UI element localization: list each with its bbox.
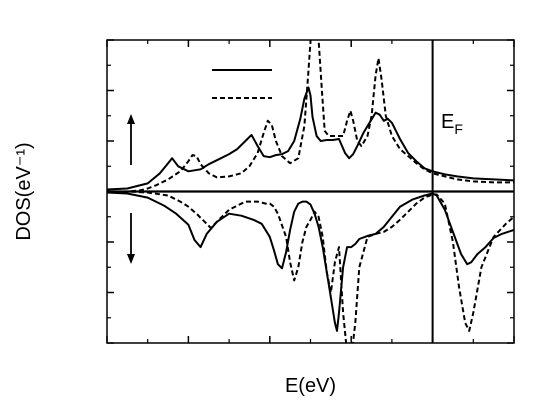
y-axis-title: DOS(eV⁻¹) <box>13 142 35 240</box>
legend <box>212 69 272 99</box>
fermi-label-main: E <box>441 111 454 133</box>
plot-area <box>106 39 515 344</box>
spin-down-arrow-head <box>127 254 135 264</box>
series-lsda-spin-up-line <box>107 40 514 193</box>
spin-up-arrow-head <box>127 114 135 124</box>
fermi-label-subscript: F <box>454 121 463 137</box>
series-dmft-spin-up-line <box>107 86 514 191</box>
fermi-label: EF <box>441 111 463 137</box>
annotations: EF <box>127 111 463 264</box>
series-dmft-spin-down-line <box>107 191 514 332</box>
series-layer <box>107 40 514 343</box>
x-axis-title: E(eV) <box>285 375 336 397</box>
series-lsda-spin-down-line <box>107 190 514 343</box>
x-axis-ticks <box>106 40 515 343</box>
